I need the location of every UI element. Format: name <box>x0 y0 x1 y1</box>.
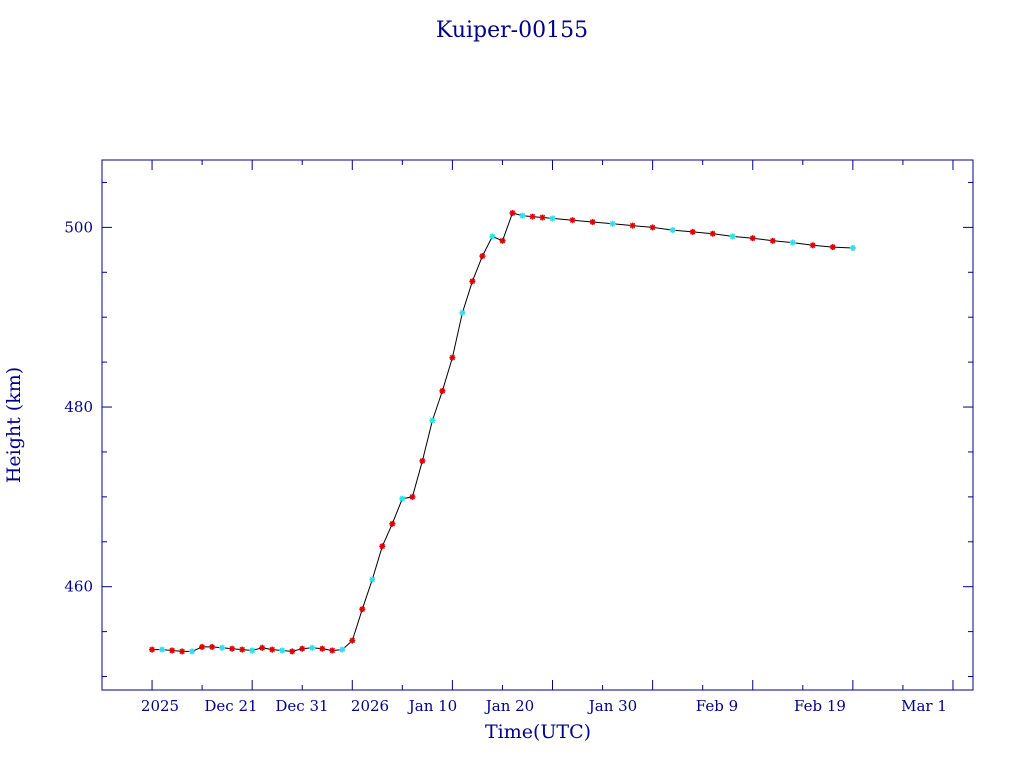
data-point <box>539 214 546 221</box>
data-point <box>429 417 436 424</box>
data-point <box>289 648 296 655</box>
y-tick-label: 480 <box>64 398 93 416</box>
data-point <box>729 233 736 240</box>
data-point <box>199 643 206 650</box>
x-tick-label: Jan 30 <box>587 697 637 715</box>
x-tick-label: Jan 20 <box>484 697 534 715</box>
data-point <box>569 217 576 224</box>
data-point <box>589 219 596 225</box>
x-tick-label: Feb 9 <box>696 697 738 715</box>
marker-group <box>149 210 856 655</box>
data-point <box>749 235 756 242</box>
data-point <box>179 648 186 655</box>
data-point <box>549 215 556 222</box>
data-point <box>229 645 236 652</box>
data-point <box>709 230 716 237</box>
x-tick-labels: 2025 Dec 21 Dec 31 2026 Jan 10 Jan 20 Jan 30 Fe… <box>141 697 947 715</box>
data-point <box>629 222 636 229</box>
x-tick-label: Dec 31 <box>275 697 328 715</box>
data-point <box>369 576 376 583</box>
data-point <box>349 637 356 644</box>
plot-frame <box>101 159 974 691</box>
data-point <box>339 646 346 653</box>
data-point <box>359 606 366 613</box>
tick-marks <box>101 160 973 690</box>
data-point <box>829 244 836 251</box>
data-point <box>239 646 246 653</box>
data-point <box>509 210 516 216</box>
data-point <box>409 493 416 500</box>
y-tick-label: 500 <box>64 218 93 236</box>
x-tick-label: 2026 <box>351 697 389 715</box>
data-point <box>419 457 426 464</box>
data-point <box>609 220 616 227</box>
data-point <box>329 647 336 654</box>
data-point <box>669 227 676 234</box>
data-point <box>469 278 476 285</box>
data-point <box>249 647 256 654</box>
data-point <box>459 309 466 316</box>
data-point <box>399 495 406 502</box>
data-point <box>499 237 506 244</box>
data-point <box>209 643 216 650</box>
data-point <box>789 239 796 246</box>
data-point <box>519 212 526 219</box>
x-axis-label: Time(UTC) <box>485 721 591 743</box>
x-tick-label: Jan 10 <box>407 697 457 715</box>
data-point <box>319 645 326 652</box>
x-tick-label: Mar 1 <box>901 697 947 715</box>
y-tick-label: 460 <box>64 578 93 596</box>
data-point <box>689 228 696 235</box>
y-tick-labels: 460 480 500 <box>64 218 93 595</box>
data-point <box>189 648 196 655</box>
data-point <box>219 644 226 651</box>
x-tick-label: 2025 <box>141 697 179 715</box>
data-point <box>149 646 156 653</box>
data-point <box>489 233 496 240</box>
series-line-group <box>152 212 853 652</box>
data-point <box>529 213 536 220</box>
data-point <box>169 647 176 654</box>
data-point <box>159 646 166 653</box>
data-point <box>279 647 286 654</box>
data-point <box>479 253 486 260</box>
data-point <box>379 543 386 550</box>
data-point <box>309 644 316 651</box>
chart-title: Kuiper-00155 <box>436 18 588 43</box>
data-point <box>649 224 656 231</box>
data-point <box>849 245 856 251</box>
series-line <box>152 212 853 652</box>
x-tick-label: Feb 19 <box>794 697 846 715</box>
x-tick-label: Dec 21 <box>204 697 257 715</box>
data-point <box>769 237 776 244</box>
data-point <box>389 520 396 527</box>
data-point <box>809 242 816 249</box>
data-point <box>269 646 276 653</box>
data-point <box>439 387 446 394</box>
data-point <box>299 645 306 652</box>
data-point <box>449 354 456 361</box>
y-axis-label: Height (km) <box>3 367 25 483</box>
data-point <box>259 644 266 651</box>
